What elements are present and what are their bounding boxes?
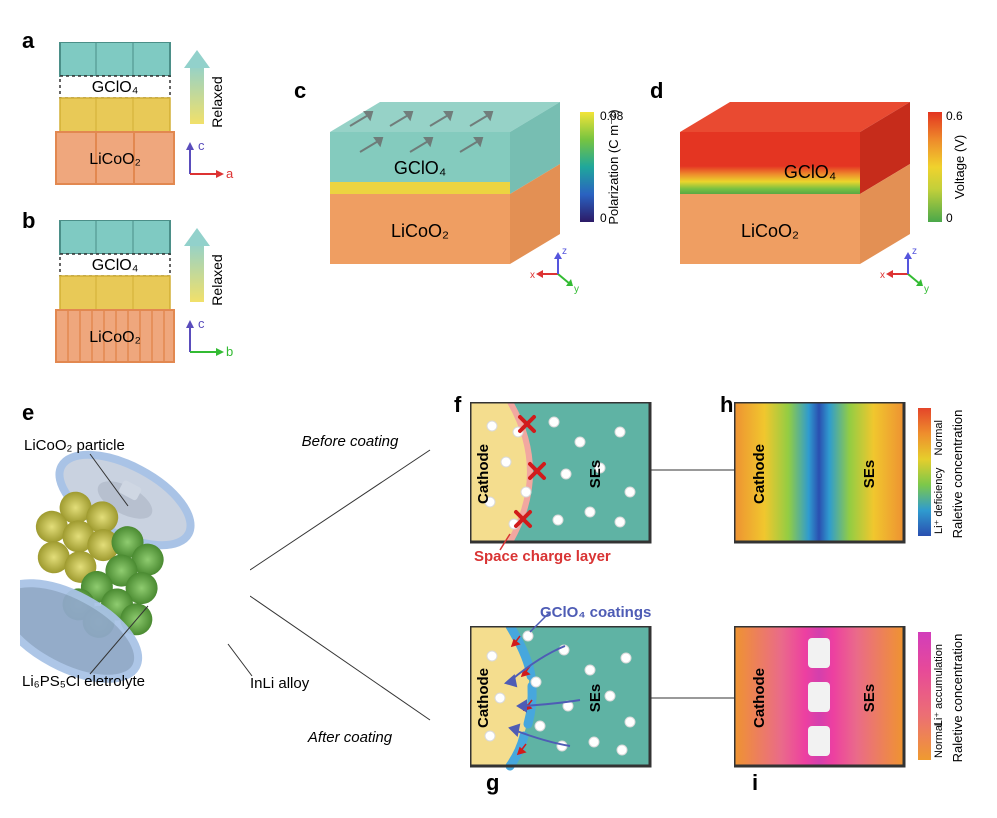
text-licoo2-a: LiCoO₂: [89, 151, 141, 168]
link-gi: [648, 688, 738, 708]
ibar-title: Raletive concentration: [950, 634, 965, 763]
pointer-space-charge: [470, 530, 530, 560]
text-ses-g: SEs: [587, 684, 604, 712]
svg-text:z: z: [562, 246, 567, 257]
text-relaxed-b: Relaxed: [209, 254, 225, 305]
hbar-title: Raletive concentration: [950, 410, 965, 539]
svg-text:y: y: [574, 284, 579, 295]
text-ses-h: SEs: [861, 460, 878, 488]
text-cathode-g: Cathode: [475, 668, 492, 728]
vbar-min: 0: [946, 211, 953, 225]
panel-label-h: h: [720, 392, 733, 418]
axis-c-b: c: [198, 316, 205, 331]
text-licoo2-b: LiCoO₂: [89, 329, 141, 346]
panel-h: Cathode SEs Normal Li⁺ deficiency Raleti…: [734, 402, 984, 562]
link-fh: [648, 460, 738, 480]
text-ses-i: SEs: [861, 684, 878, 712]
flow-lines: Before coating After coating: [250, 400, 500, 780]
axis-b: b: [226, 344, 233, 359]
label-licoo2-particle: LiCoO₂ particle: [24, 437, 125, 454]
panel-c: GClO₄ LiCoO₂ 0.08 0 Polarization (C m⁻²)…: [310, 82, 640, 302]
text-after: After coating: [307, 729, 393, 746]
ibar-top: Li⁺ accumulation: [933, 644, 945, 726]
hbar-bot: Li⁺ deficiency: [933, 467, 945, 534]
text-relaxed-a: Relaxed: [209, 76, 225, 127]
panel-d: GClO₄ LiCoO₂ 0.6 0 Voltage (V) x y z: [660, 82, 980, 302]
text-gclo4-a: GClO₄: [92, 79, 139, 96]
text-cathode-f: Cathode: [475, 444, 492, 504]
panel-label-c: c: [294, 78, 306, 104]
text-licoo2-d: LiCoO₂: [741, 221, 799, 241]
axis-a: a: [226, 166, 234, 181]
pointer-gclo4-coat: [520, 610, 560, 640]
text-licoo2-c: LiCoO₂: [391, 221, 449, 241]
svg-text:x: x: [530, 270, 535, 281]
label-electrolyte: Li₆PS₅Cl eletrolyte: [22, 673, 145, 690]
svg-text:y: y: [924, 284, 929, 295]
text-gclo4-b: GClO₄: [92, 257, 139, 274]
svg-text:x: x: [880, 270, 885, 281]
text-before: Before coating: [302, 433, 399, 450]
vbar-title: Voltage (V): [952, 135, 967, 199]
figure: a GClO₄ LiCoO₂ Relaxed c a b GClO₄ LiCoO…: [0, 0, 997, 818]
panel-label-b: b: [22, 208, 35, 234]
vbar-max: 0.6: [946, 109, 963, 123]
polbar-title: Polarization (C m⁻²): [606, 109, 621, 224]
panel-label-f: f: [454, 392, 461, 418]
axis-c-a: c: [198, 138, 205, 153]
panel-b: GClO₄ LiCoO₂ Relaxed c b: [50, 220, 250, 370]
panel-i: Cathode SEs Li⁺ accumulation Normal Rale…: [734, 626, 984, 786]
text-cathode-i: Cathode: [751, 668, 768, 728]
text-gclo4-c: GClO₄: [394, 158, 446, 178]
hbar-top: Normal: [933, 420, 945, 455]
text-gclo4-d: GClO₄: [784, 162, 836, 182]
text-ses-f: SEs: [587, 460, 604, 488]
panel-g: Cathode SEs: [470, 626, 670, 786]
ibar-bot: Normal: [933, 723, 945, 758]
text-cathode-h: Cathode: [751, 444, 768, 504]
panel-a: GClO₄ LiCoO₂ Relaxed c a: [50, 42, 250, 192]
svg-text:z: z: [912, 246, 917, 257]
panel-label-a: a: [22, 28, 34, 54]
